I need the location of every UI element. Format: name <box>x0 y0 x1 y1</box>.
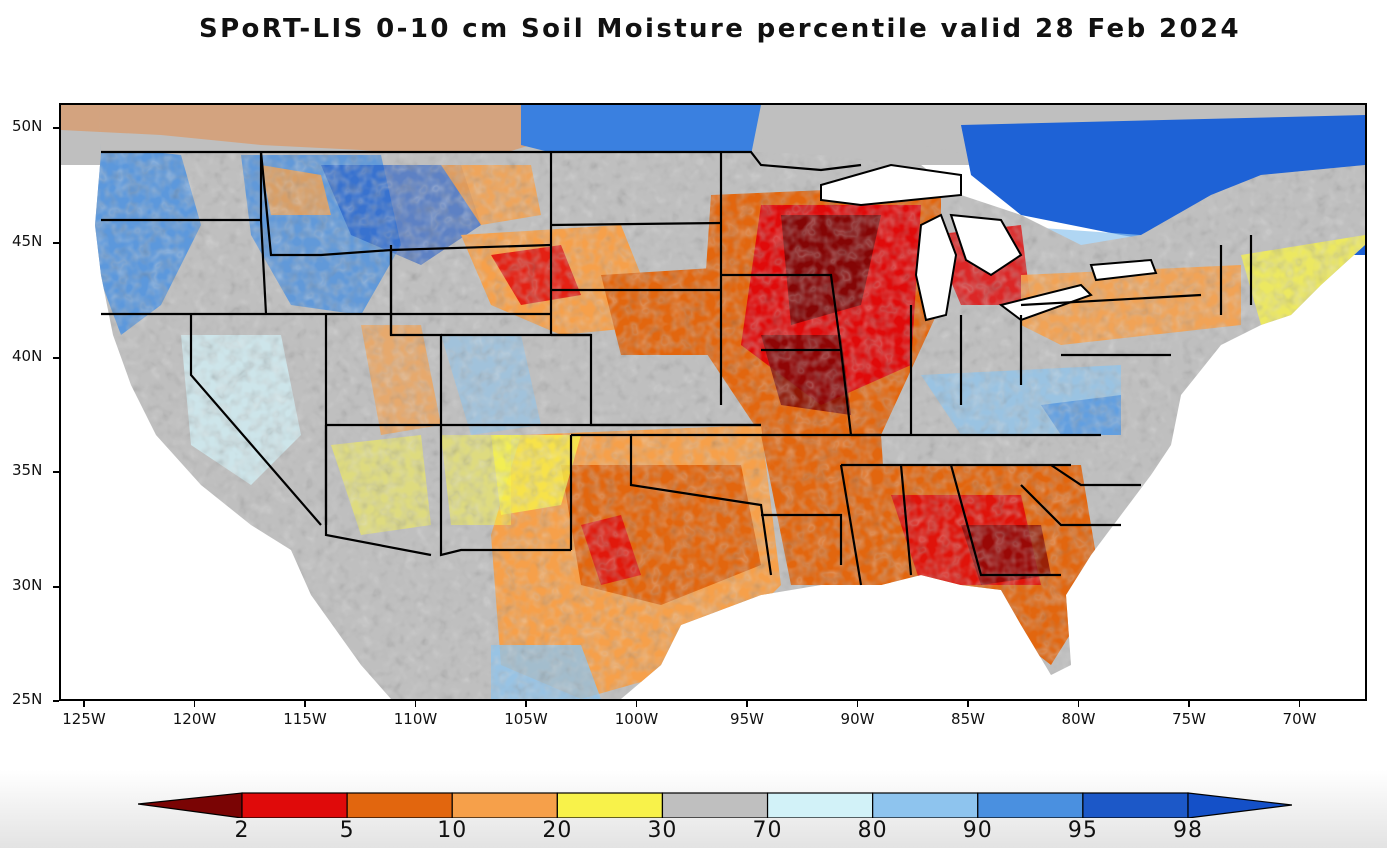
x-tick-mark <box>414 701 417 707</box>
y-tick-mark <box>53 127 59 129</box>
colorbar <box>138 792 1292 818</box>
soil-moisture-map <box>59 103 1367 701</box>
x-tick-label-125W: 125W <box>62 710 106 728</box>
colorbar-label-70: 70 <box>752 818 783 843</box>
colorbar-swatch-7 <box>872 792 979 818</box>
colorbar-label-30: 30 <box>647 818 678 843</box>
x-tick-mark <box>1298 701 1301 707</box>
map-title: SPoRT-LIS 0-10 cm Soil Moisture percenti… <box>198 14 1242 44</box>
x-tick-label-85W: 85W <box>951 710 985 728</box>
y-tick-label-35N: 35N <box>12 461 43 479</box>
colorbar-label-90: 90 <box>962 818 993 843</box>
x-tick-label-75W: 75W <box>1172 710 1206 728</box>
lake-superior <box>820 163 962 207</box>
x-tick-label-120W: 120W <box>172 710 217 728</box>
x-tick-mark <box>1077 701 1080 707</box>
y-tick-mark <box>53 242 59 244</box>
lake-ontario <box>1089 258 1158 282</box>
soil-moisture-map-canvas <box>61 105 1365 699</box>
colorbar-label-98: 98 <box>1173 818 1203 843</box>
x-tick-mark <box>193 701 196 707</box>
y-tick-label-30N: 30N <box>12 576 43 594</box>
colorbar-label-10: 10 <box>437 818 468 843</box>
x-tick-label-110W: 110W <box>393 710 438 728</box>
y-tick-label-25N: 25N <box>12 690 43 708</box>
y-tick-mark <box>53 471 59 473</box>
state-borders <box>101 150 1253 586</box>
x-tick-mark <box>967 701 969 707</box>
colorbar-swatch-3 <box>451 792 558 818</box>
x-tick-mark <box>525 701 527 707</box>
y-tick-mark <box>53 586 59 588</box>
y-tick-mark <box>53 700 59 702</box>
x-tick-mark <box>304 701 306 707</box>
y-tick-label-50N: 50N <box>12 117 43 135</box>
y-tick-label-45N: 45N <box>12 232 43 250</box>
x-tick-label-90W: 90W <box>840 710 875 728</box>
colorbar-swatch-4 <box>556 792 664 818</box>
colorbar-swatch-5 <box>661 792 769 818</box>
colorbar-label-80: 80 <box>857 818 888 843</box>
colorbar-swatch-1 <box>241 792 348 818</box>
x-tick-mark <box>83 701 85 707</box>
lake-huron <box>949 213 1023 277</box>
y-tick-label-40N: 40N <box>12 347 43 365</box>
colorbar-swatch-6 <box>766 792 874 818</box>
colorbar-extend-high <box>1187 792 1292 818</box>
lake-michigan <box>914 213 958 322</box>
x-tick-label-100W: 100W <box>614 710 659 728</box>
x-tick-label-70W: 70W <box>1282 710 1317 728</box>
x-tick-mark <box>1188 701 1190 707</box>
lake-erie <box>998 283 1093 322</box>
colorbar-label-95: 95 <box>1067 818 1098 843</box>
x-tick-label-95W: 95W <box>730 710 764 728</box>
colorbar-label-2: 2 <box>234 818 250 843</box>
x-tick-label-80W: 80W <box>1061 710 1096 728</box>
colorbar-swatch-2 <box>346 792 453 818</box>
x-tick-label-115W: 115W <box>283 710 327 728</box>
colorbar-swatch-8 <box>977 792 1084 818</box>
colorbar-extend-low <box>138 792 243 818</box>
x-tick-mark <box>746 701 748 707</box>
x-tick-mark <box>856 701 859 707</box>
y-tick-mark <box>53 357 59 359</box>
great-lakes <box>820 163 1158 322</box>
colorbar-label-20: 20 <box>542 818 573 843</box>
x-tick-mark <box>635 701 638 707</box>
colorbar-swatch-9 <box>1082 792 1189 818</box>
colorbar-label-5: 5 <box>339 818 355 843</box>
x-tick-label-105W: 105W <box>504 710 548 728</box>
